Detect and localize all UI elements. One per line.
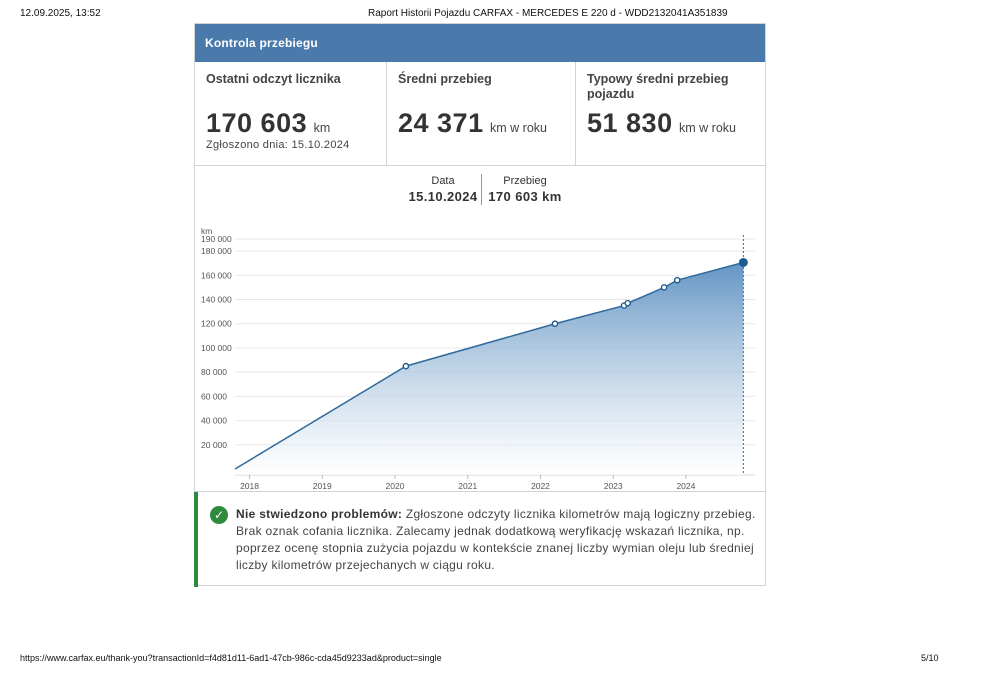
reading-date-label: Data [431,175,455,187]
y-tick-label: 40 000 [201,416,227,426]
data-point[interactable] [402,362,410,370]
stat-unit: km w roku [490,121,547,135]
x-tick-label: 2023 [604,481,623,491]
section-title: Kontrola przebiegu [195,24,765,62]
mileage-chart-svg[interactable]: km 20 000 40 000 60 000 80 000 100 000 120 000… [195,211,765,491]
data-point[interactable] [673,276,681,284]
reading-km-label: Przebieg [503,175,547,187]
mileage-area [235,262,744,475]
y-tick-label: 140 000 [201,295,232,305]
status-notice: ✓ Nie stwiedzono problemów: Zgłoszone od… [194,492,765,587]
stat-label: Średni przebieg [398,72,492,86]
y-tick-label: 120 000 [201,319,232,329]
reading-km: Przebieg 170 603 km [481,174,568,205]
print-title: Raport Historii Pojazdu CARFAX - MERCEDE… [368,8,728,19]
notice-body: Zgłoszone odczyty licznika kilometrów ma… [236,507,756,572]
stat-unit: km [313,121,331,135]
notice-title: Nie stwiedzono problemów: [236,507,403,521]
data-point[interactable] [551,320,559,328]
x-tick-label: 2021 [458,481,477,491]
stat-value: 170 603 [206,108,308,138]
notice-text: Nie stwiedzono problemów: Zgłoszone odcz… [236,506,756,574]
page-number: 5/10 [921,653,939,663]
x-tick-label: 2022 [531,481,550,491]
footer-url: https://www.carfax.eu/thank-you?transact… [20,653,442,663]
stat-label: Ostatni odczyt licznika [206,72,341,86]
data-point[interactable] [624,299,632,307]
selected-reading: Data 15.10.2024 Przebieg 170 603 km [195,166,765,211]
x-tick-label: 2020 [386,481,405,491]
y-tick-label: 80 000 [201,367,227,377]
selected-data-point[interactable] [738,257,748,267]
stat-average: Średni przebieg 24 371 km w roku [386,62,575,165]
y-axis-label: km [201,226,212,236]
print-date: 12.09.2025, 13:52 [20,8,101,19]
stat-unit: km w roku [679,121,736,135]
reading-date-value: 15.10.2024 [408,189,478,204]
stat-value: 51 830 [587,108,673,138]
x-tick-label: 2018 [240,481,259,491]
y-tick-label: 100 000 [201,343,232,353]
stats-row: Ostatni odczyt licznika 170 603 km Zgłos… [195,62,765,166]
x-tick-label: 2019 [313,481,332,491]
stat-typical: Typowy średni przebieg pojazdu 51 830 km… [575,62,766,165]
y-tick-label: 20 000 [201,440,227,450]
stat-note: Zgłoszono dnia: 15.10.2024 [206,139,350,151]
y-tick-label: 160 000 [201,270,232,280]
stat-last-reading: Ostatni odczyt licznika 170 603 km Zgłos… [195,62,386,165]
stat-value: 24 371 [398,108,484,138]
x-tick-label: 2024 [676,481,695,491]
odometer-card: Kontrola przebiegu Ostatni odczyt liczni… [194,23,766,587]
check-circle-icon: ✓ [210,506,228,524]
y-tick-label: 60 000 [201,391,227,401]
mileage-chart[interactable]: km 20 000 40 000 60 000 80 000 100 000 120 000… [195,211,765,492]
reading-km-value: 170 603 km [488,189,562,204]
y-tick-label: 190 000 [201,234,232,244]
stat-label: Typowy średni przebieg pojazdu [587,72,729,101]
y-tick-label: 180 000 [201,246,232,256]
data-point[interactable] [660,284,668,291]
reading-date: Data 15.10.2024 [400,174,486,205]
